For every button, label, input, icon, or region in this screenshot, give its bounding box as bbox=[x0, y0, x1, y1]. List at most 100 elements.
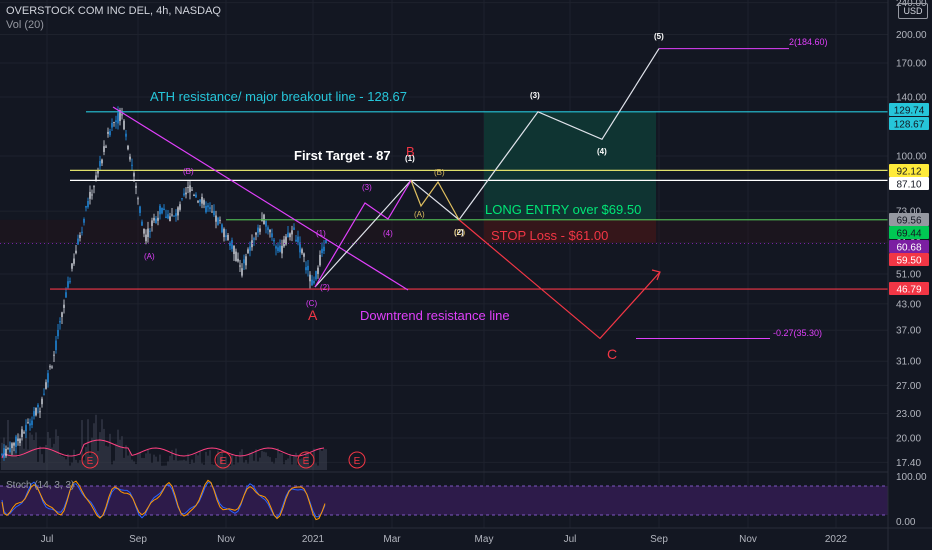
volume-bar bbox=[159, 454, 161, 470]
candle-body bbox=[185, 192, 187, 195]
price-label-box bbox=[889, 177, 929, 190]
volume-bar bbox=[229, 465, 231, 470]
volume-bar bbox=[23, 448, 25, 470]
volume-bar bbox=[199, 450, 201, 470]
candle-body bbox=[321, 248, 323, 254]
candle-body bbox=[47, 373, 49, 383]
volume-bar bbox=[69, 465, 71, 470]
candle-body bbox=[93, 186, 95, 188]
volume-bar bbox=[189, 463, 191, 470]
candle-body bbox=[273, 239, 275, 242]
candle-body bbox=[177, 207, 179, 216]
volume-bar bbox=[301, 458, 303, 470]
candle-body bbox=[133, 173, 135, 177]
volume-bar bbox=[185, 460, 187, 470]
volume-bar bbox=[279, 453, 281, 470]
candle-body bbox=[67, 281, 69, 288]
volume-bar bbox=[249, 452, 251, 470]
volume-bar bbox=[109, 433, 111, 470]
volume-bar bbox=[207, 455, 209, 470]
candle-body bbox=[203, 200, 205, 205]
earnings-marker-e2 bbox=[214, 451, 232, 469]
wave-label-A: A bbox=[308, 307, 318, 323]
volume-bar bbox=[171, 450, 173, 470]
price-label-46_79: 46.79 bbox=[889, 282, 929, 296]
price-label-box bbox=[889, 226, 929, 239]
volume-bar bbox=[119, 439, 121, 470]
candle-body bbox=[69, 281, 71, 283]
candle-body bbox=[65, 292, 67, 298]
volume-bar bbox=[195, 453, 197, 470]
y-tick-label: 43.00 bbox=[896, 299, 921, 310]
candle-body bbox=[269, 229, 271, 233]
candle-body bbox=[307, 265, 309, 271]
candle-body bbox=[207, 205, 209, 208]
price-label-59_50: 59.50 bbox=[889, 253, 929, 267]
volume-bar bbox=[209, 450, 211, 470]
volume-bar bbox=[179, 460, 181, 470]
volume-bar bbox=[243, 462, 245, 470]
candle-body bbox=[233, 245, 235, 255]
earnings-marker-label: E bbox=[303, 456, 310, 467]
candle-body bbox=[281, 245, 283, 254]
volume-bar bbox=[167, 461, 169, 470]
volume-bar bbox=[25, 423, 27, 470]
currency-badge[interactable]: USD bbox=[898, 3, 928, 19]
candle-body bbox=[293, 227, 295, 230]
volume-bar bbox=[47, 432, 49, 470]
volume-bar bbox=[241, 449, 243, 470]
candle-body bbox=[237, 258, 239, 262]
candle-body bbox=[167, 214, 169, 219]
volume-bar bbox=[67, 453, 69, 470]
candle-body bbox=[221, 224, 223, 233]
candle-body bbox=[169, 216, 171, 222]
candle-body bbox=[193, 194, 195, 196]
volume-bar bbox=[115, 443, 117, 470]
candle-body bbox=[265, 221, 267, 227]
volume-bar bbox=[91, 437, 93, 470]
volume-bar bbox=[27, 449, 29, 470]
stoch-band bbox=[0, 486, 888, 515]
y-tick-label: 27.00 bbox=[896, 381, 921, 392]
volume-bar bbox=[95, 414, 97, 470]
price-label-box bbox=[889, 282, 929, 295]
candle-body bbox=[235, 251, 237, 261]
wave-label-4-white: (4) bbox=[597, 147, 607, 156]
stoch-tick-label: 0.00 bbox=[896, 517, 916, 528]
y-tick-label: 31.00 bbox=[896, 357, 921, 368]
candle-body bbox=[141, 221, 143, 226]
x-tick-label: Jul bbox=[41, 534, 54, 545]
candle-body bbox=[81, 231, 83, 233]
volume-bar bbox=[107, 446, 109, 470]
candle-body bbox=[105, 146, 107, 148]
candle-body bbox=[301, 249, 303, 254]
candle-body bbox=[175, 213, 177, 217]
candle-body bbox=[17, 438, 19, 442]
volume-bar bbox=[7, 419, 9, 470]
volume-bar bbox=[303, 459, 305, 470]
bullish-projection-path bbox=[314, 48, 660, 288]
stoch-d-line bbox=[1, 479, 326, 521]
candle-body bbox=[5, 449, 7, 457]
candle-body bbox=[245, 256, 247, 266]
volume-bar bbox=[39, 446, 41, 470]
volume-bar bbox=[255, 449, 257, 470]
candle-body bbox=[223, 228, 225, 238]
volume-bar bbox=[5, 449, 7, 470]
candle-body bbox=[35, 407, 37, 416]
x-tick-label: 2021 bbox=[302, 534, 325, 545]
candle-body bbox=[155, 218, 157, 224]
volume-bar bbox=[183, 459, 185, 470]
wave-label-1-white: (1) bbox=[405, 154, 415, 163]
candle-body bbox=[139, 206, 141, 213]
volume-bar bbox=[323, 448, 325, 470]
price-label-text: 46.79 bbox=[896, 285, 921, 296]
volume-bar bbox=[143, 458, 145, 470]
price-label-text: 87.10 bbox=[896, 180, 921, 191]
volume-bar bbox=[305, 451, 307, 470]
volume-bar bbox=[161, 465, 163, 470]
candle-body bbox=[103, 146, 105, 152]
candle-body bbox=[99, 161, 101, 167]
candle-body bbox=[217, 217, 219, 225]
